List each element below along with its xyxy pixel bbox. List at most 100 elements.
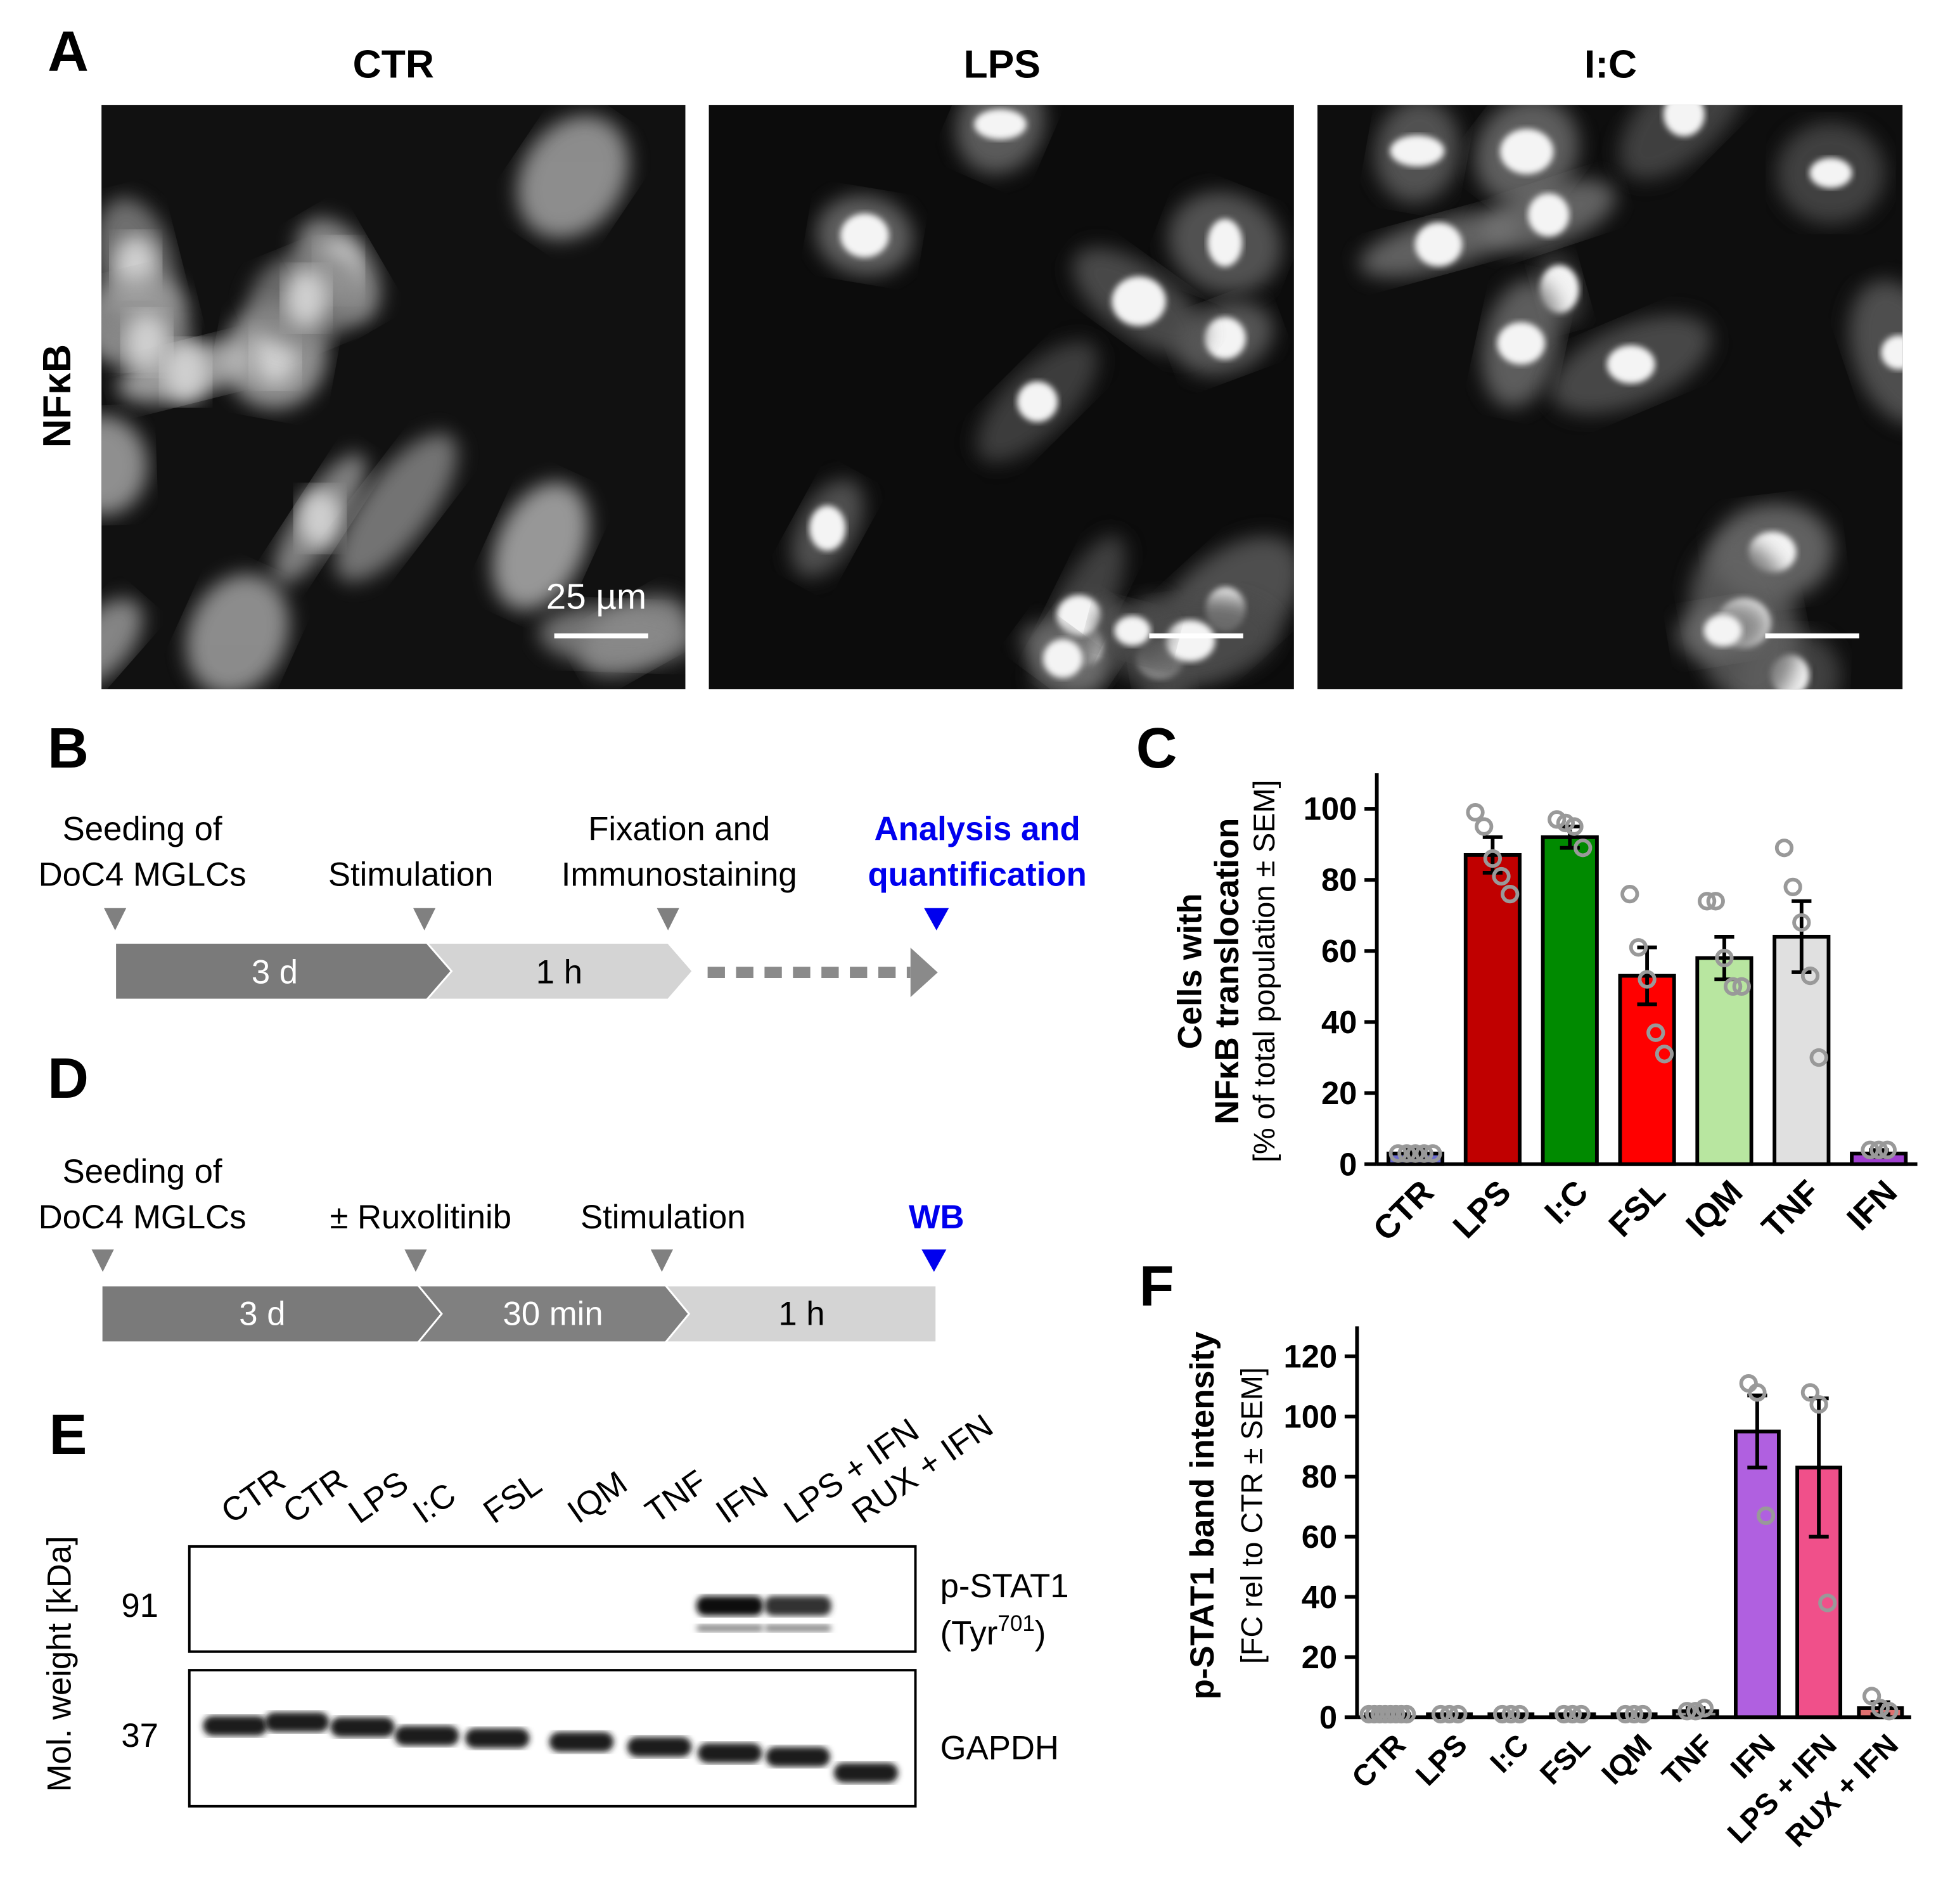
axis-label: p-STAT1 band intensity — [1184, 1331, 1221, 1699]
marker — [657, 908, 679, 930]
x-tick-label: I:C — [1537, 1173, 1595, 1231]
data-point — [1414, 1144, 1433, 1163]
lane-label: CTR — [276, 1461, 354, 1531]
x-tick-label: I:C — [1484, 1728, 1535, 1779]
data-point — [1748, 1383, 1767, 1402]
data-point — [1616, 1704, 1635, 1724]
y-tick-label: 100 — [1283, 1398, 1337, 1434]
panel-letter: E — [49, 1403, 87, 1467]
y-tick-label: 0 — [1339, 1146, 1357, 1182]
data-point — [1723, 977, 1743, 996]
marker — [91, 1249, 114, 1272]
data-point — [1565, 817, 1584, 836]
band — [698, 1743, 762, 1763]
data-point — [1563, 1704, 1582, 1724]
data-point — [1739, 1373, 1758, 1393]
nucleus — [163, 342, 208, 402]
nucleus — [1204, 317, 1246, 359]
blot-label: GAPDH — [940, 1730, 1059, 1767]
nucleus — [1414, 222, 1463, 267]
nucleus — [974, 109, 1027, 140]
nucleus — [1499, 129, 1554, 174]
cell — [186, 574, 290, 690]
step-label: DoC4 MGLCs — [39, 1199, 247, 1236]
marker — [104, 908, 127, 930]
data-point — [1809, 1048, 1828, 1067]
lane-label: TNF — [639, 1463, 714, 1531]
data-point — [1397, 1144, 1416, 1163]
data-point — [1492, 866, 1511, 886]
nucleus — [1881, 335, 1903, 370]
x-tick-label: TNF — [1656, 1728, 1720, 1792]
duration: 1 h — [778, 1295, 824, 1332]
nucleus — [297, 489, 343, 548]
y-tick-label: 40 — [1321, 1004, 1357, 1040]
data-point — [1406, 1144, 1425, 1163]
data-point — [1466, 802, 1485, 822]
time-step — [663, 1284, 938, 1344]
x-tick-label: IFN — [1840, 1173, 1904, 1238]
cell — [492, 482, 589, 610]
y-tick-label: 40 — [1302, 1579, 1337, 1615]
panel-letter: B — [48, 717, 89, 780]
lane-label: CTR — [214, 1461, 292, 1531]
axis-label: NFκB translocation — [1208, 818, 1246, 1124]
panel-letter: F — [1139, 1255, 1174, 1318]
panel-letter: D — [48, 1047, 89, 1110]
duration: 3 d — [239, 1295, 285, 1332]
data-point — [1792, 913, 1811, 932]
x-tick-label: FSL — [1534, 1728, 1596, 1791]
lane-label: IFN — [709, 1469, 774, 1531]
x-tick-label: CTR — [1366, 1173, 1441, 1248]
band — [394, 1725, 459, 1746]
data-point — [1686, 1702, 1705, 1721]
duration: 1 h — [536, 954, 582, 991]
cells — [101, 115, 686, 690]
nucleus — [1663, 105, 1705, 137]
data-point — [1483, 849, 1503, 868]
step-label: Seeding of — [63, 810, 222, 847]
superscript: 701 — [997, 1611, 1035, 1635]
panel-letter: A — [48, 20, 89, 84]
band — [764, 1624, 831, 1632]
y-tick-label: 100 — [1304, 791, 1357, 827]
data-point — [1871, 1699, 1890, 1718]
band — [833, 1763, 899, 1783]
axis-label: [FC rel to CTR ± SEM] — [1235, 1367, 1268, 1664]
cell — [101, 415, 148, 516]
marker — [924, 908, 949, 930]
blot-label: p-STAT1 — [940, 1567, 1069, 1605]
duration: 3 d — [252, 954, 298, 991]
axis-label: [% of total population ± SEM] — [1248, 780, 1281, 1162]
data-point — [1697, 892, 1717, 911]
data-point — [1574, 839, 1593, 858]
data-point — [1655, 1045, 1674, 1064]
data-point — [1878, 1140, 1897, 1159]
cells — [1359, 105, 1903, 690]
nucleus — [1497, 322, 1545, 364]
nucleus — [1528, 193, 1570, 237]
data-point — [1556, 813, 1575, 833]
data-point — [1869, 1140, 1888, 1159]
data-point — [1861, 1140, 1880, 1159]
data-point — [1646, 1023, 1665, 1042]
data-point — [1431, 1704, 1451, 1724]
data-point — [1620, 884, 1639, 904]
row-label: NFκB — [35, 344, 79, 447]
nucleus — [1606, 345, 1655, 384]
nucleus — [1703, 614, 1742, 647]
nucleus — [1112, 276, 1166, 326]
nucleus — [840, 214, 889, 258]
bar — [1695, 956, 1753, 1166]
data-point — [1510, 1704, 1529, 1724]
step-label: Immunostaining — [561, 856, 797, 894]
y-tick-label: 80 — [1302, 1458, 1337, 1495]
blot-label-part: ) — [1035, 1614, 1046, 1652]
y-tick-label: 20 — [1321, 1075, 1357, 1111]
data-point — [1492, 1704, 1512, 1724]
lane-label: IQM — [561, 1464, 634, 1531]
data-point — [1774, 839, 1794, 858]
data-point — [1695, 1699, 1714, 1718]
data-point — [1633, 1704, 1652, 1724]
